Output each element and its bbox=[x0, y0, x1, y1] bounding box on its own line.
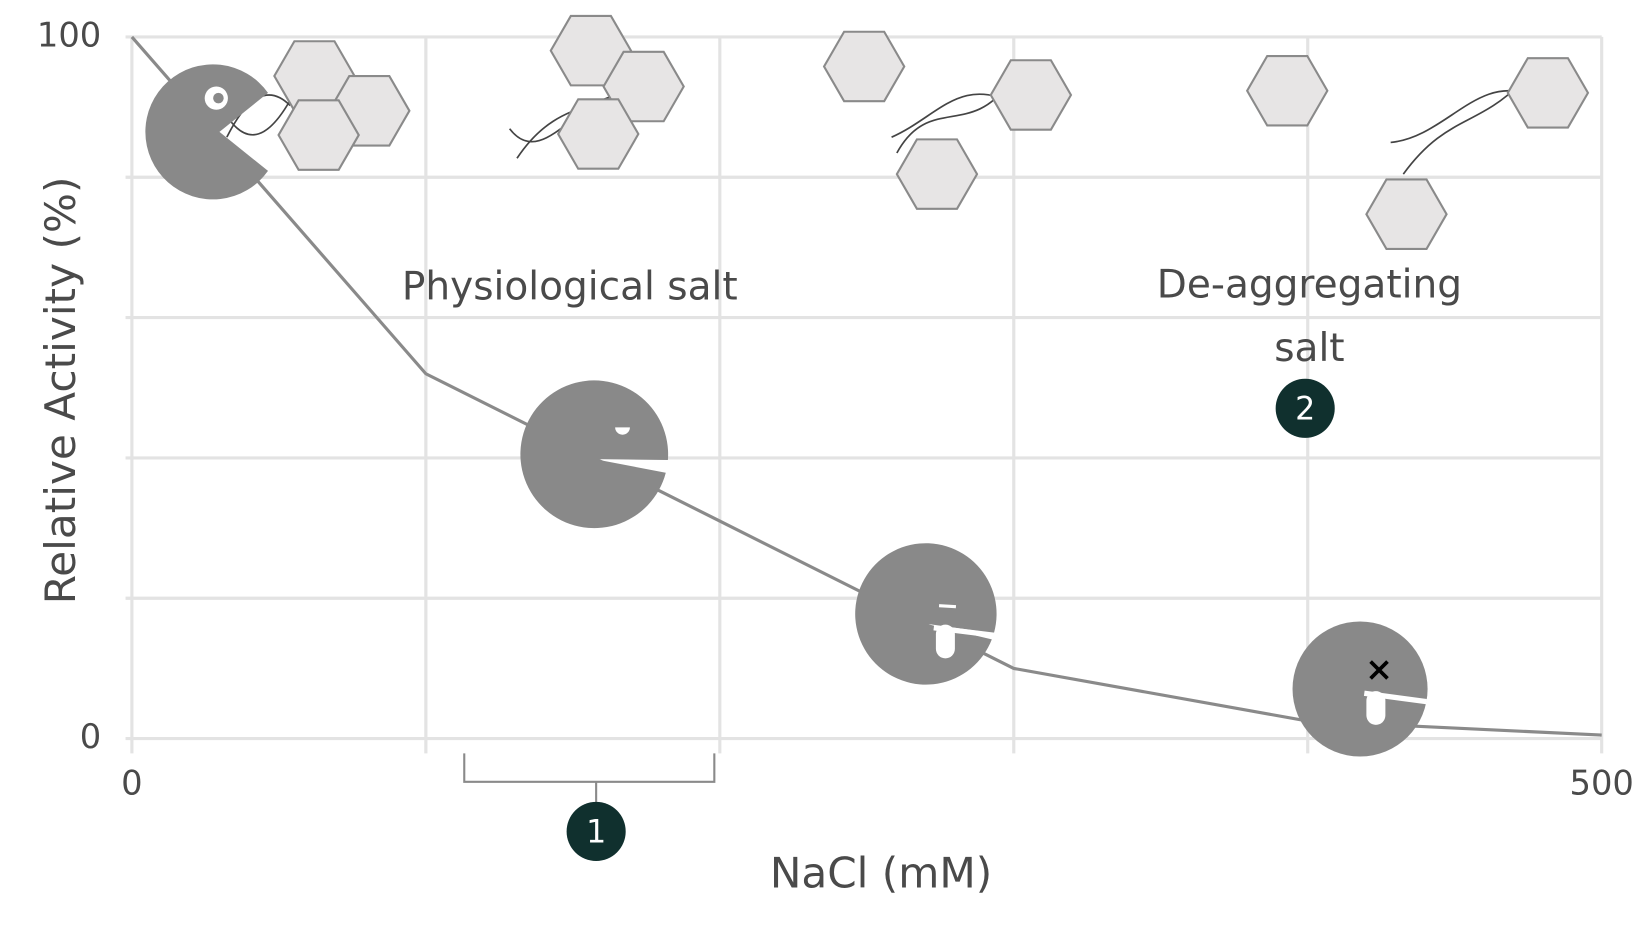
pacman bbox=[145, 64, 1428, 757]
annotation: De-aggregating salt bbox=[1156, 261, 1463, 371]
hexagons bbox=[273, 14, 1590, 250]
hexagon bbox=[1245, 54, 1329, 127]
x-tick-label: 0 bbox=[121, 764, 142, 803]
hexagon bbox=[277, 99, 360, 171]
annotation-box: Physiological salt bbox=[401, 263, 738, 310]
badge-label: 1 bbox=[586, 815, 606, 851]
hexagon bbox=[989, 59, 1073, 131]
y-tick-label: 0 bbox=[80, 717, 101, 756]
x-tick-label: 500 bbox=[1569, 764, 1633, 803]
hexagon bbox=[556, 98, 640, 170]
hexagon bbox=[895, 138, 979, 210]
illustrations bbox=[145, 14, 1590, 757]
annotation: Physiological salt bbox=[401, 263, 738, 310]
hexagon bbox=[822, 30, 906, 103]
annotation-box: De-aggregating salt bbox=[1156, 261, 1463, 371]
y-tick-label: 100 bbox=[37, 15, 101, 54]
range-bracket bbox=[463, 753, 716, 805]
badge: 2 bbox=[1275, 378, 1335, 438]
hexagon bbox=[1506, 57, 1590, 129]
x-axis-label: NaCl (mM) bbox=[770, 848, 992, 897]
y-axis-label: Relative Activity (%) bbox=[36, 177, 85, 605]
badge: 1 bbox=[566, 801, 626, 861]
hexagon bbox=[1365, 178, 1448, 250]
hexagon bbox=[602, 50, 685, 123]
badge-label: 2 bbox=[1295, 391, 1315, 427]
dna bbox=[1390, 83, 1531, 175]
